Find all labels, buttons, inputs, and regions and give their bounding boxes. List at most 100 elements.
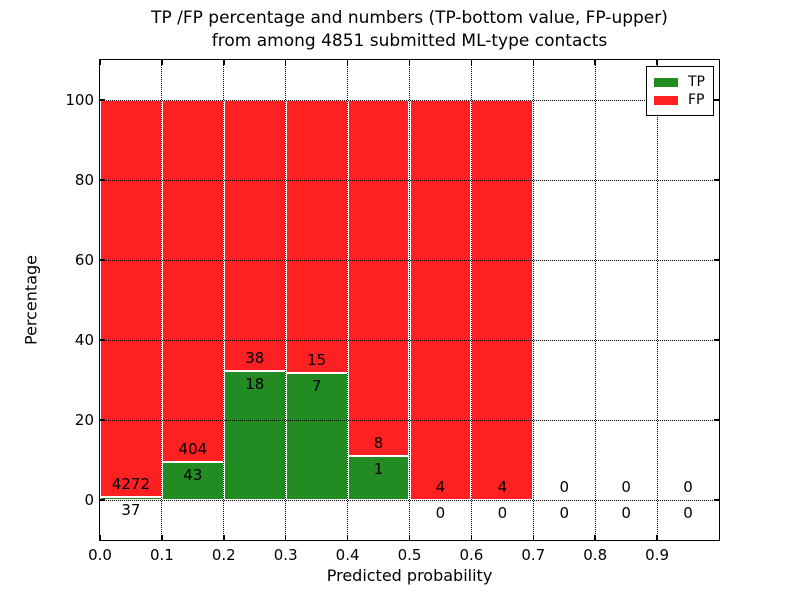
x-axis-tick-top [346, 60, 349, 65]
fp-count-label: 404 [178, 439, 208, 458]
legend-label-fp: FP [688, 92, 705, 108]
x-axis-tick-top [284, 60, 287, 65]
y-tick-label: 100 [65, 91, 94, 109]
bar-tp-segment [161, 461, 224, 500]
x-axis-tick-bottom [656, 535, 658, 540]
chart-title-line1: TP /FP percentage and numbers (TP-bottom… [151, 8, 668, 28]
y-tick-label: 60 [74, 251, 94, 269]
gridline-vertical [347, 60, 349, 540]
gridline-vertical [409, 60, 410, 540]
fp-count-label: 0 [559, 478, 570, 496]
bar-tp-segment [347, 455, 410, 500]
tp-count-label: 37 [121, 500, 141, 519]
legend-swatch-tp [654, 77, 678, 87]
legend-label-tp: TP [688, 74, 705, 90]
x-tick-label: 0.3 [273, 546, 298, 564]
y-axis-label: Percentage [21, 254, 41, 346]
x-axis-label: Predicted probability [326, 566, 493, 585]
x-axis-tick-top [656, 60, 658, 65]
y-axis-tick-right [714, 99, 719, 101]
y-axis-tick-right [714, 419, 719, 421]
x-axis-tick-bottom [470, 535, 473, 540]
fp-count-label: 4 [435, 478, 446, 496]
x-axis-tick-top [470, 60, 473, 65]
tp-count-label: 0 [435, 504, 446, 522]
legend-swatch-fp [654, 95, 678, 105]
chart-title-line2: from among 4851 submitted ML-type contac… [211, 31, 608, 51]
y-axis-tick-left [100, 499, 105, 501]
x-axis-tick-bottom [408, 535, 411, 540]
x-tick-label: 0.2 [211, 546, 236, 564]
x-axis-tick-top [594, 60, 596, 65]
x-axis-tick-top [408, 60, 411, 65]
x-axis-tick-bottom [99, 535, 101, 540]
y-axis-tick-left [100, 259, 105, 261]
tp-count-label: 1 [373, 459, 384, 478]
bar-fp-segment [100, 100, 162, 497]
bar-fp-segment [223, 100, 286, 372]
x-axis-tick-bottom [532, 535, 535, 540]
tp-count-label: 7 [311, 376, 322, 395]
x-axis-tick-bottom [161, 535, 163, 540]
gridline-vertical [532, 60, 534, 540]
gridline-vertical [161, 60, 163, 540]
tp-count-label: 0 [497, 504, 508, 522]
x-tick-label: 0.6 [459, 546, 484, 564]
x-tick-label: 0.9 [645, 546, 670, 564]
y-tick-label: 40 [74, 331, 94, 349]
x-axis-tick-top [532, 60, 535, 65]
gridline-vertical [656, 60, 658, 540]
x-axis-tick-bottom [346, 535, 349, 540]
x-axis-tick-bottom [284, 535, 287, 540]
x-tick-label: 0.4 [335, 546, 360, 564]
y-tick-label: 20 [74, 411, 94, 429]
y-axis-tick-left [100, 419, 105, 421]
fp-count-label: 4 [497, 478, 508, 496]
bar-fp-segment [471, 100, 534, 500]
bar-fp-segment [285, 100, 348, 373]
y-axis-tick-right [714, 259, 719, 261]
gridline-vertical [594, 60, 596, 540]
chart-title: TP /FP percentage and numbers (TP-bottom… [100, 7, 719, 53]
tp-count-label: 0 [683, 504, 693, 522]
legend-entry-fp: FP [654, 92, 707, 108]
bar-fp-segment [161, 100, 224, 462]
fp-count-label: 38 [245, 349, 265, 368]
y-tick-label: 0 [84, 491, 94, 509]
x-axis-tick-top [161, 60, 163, 65]
y-axis-tick-left [100, 99, 105, 101]
gridline-vertical [223, 60, 225, 540]
gridline-vertical [285, 60, 287, 540]
bar-fp-segment [347, 100, 410, 456]
fp-count-label: 0 [621, 478, 631, 496]
y-axis-tick-left [100, 339, 105, 341]
y-axis-tick-right [714, 499, 719, 501]
fp-count-label: 8 [373, 433, 384, 452]
x-axis-tick-top [223, 60, 225, 65]
x-tick-label: 0.1 [149, 546, 174, 564]
x-axis-tick-top [99, 60, 101, 65]
bar-fp-segment [409, 100, 472, 500]
fp-count-label: 15 [307, 350, 327, 369]
y-axis-tick-left [100, 179, 105, 181]
x-axis-tick-bottom [594, 535, 596, 540]
bar-tp-segment [223, 371, 286, 500]
x-axis-tick-bottom [223, 535, 225, 540]
x-tick-label: 0.0 [88, 546, 112, 564]
y-axis-tick-right [714, 179, 719, 181]
legend-entry-tp: TP [654, 74, 707, 90]
tp-count-label: 43 [183, 465, 203, 484]
x-tick-label: 0.5 [397, 546, 422, 564]
y-axis-tick-right [714, 339, 719, 341]
tp-count-label: 0 [559, 504, 570, 522]
fp-count-label: 4272 [111, 474, 151, 493]
tp-count-label: 18 [245, 375, 265, 394]
x-tick-label: 0.7 [521, 546, 546, 564]
x-tick-label: 0.8 [583, 546, 608, 564]
fp-count-label: 0 [683, 478, 693, 496]
legend: TP FP [646, 66, 714, 116]
y-tick-label: 80 [74, 171, 94, 189]
gridline-vertical [470, 60, 472, 540]
tp-count-label: 0 [621, 504, 631, 522]
